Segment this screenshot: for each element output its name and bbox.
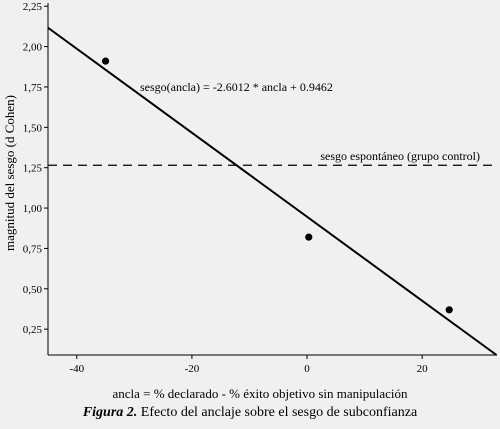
y-tick-label: 1,00 bbox=[23, 203, 43, 215]
x-axis-title: ancla = % declarado - % éxito objetivo s… bbox=[112, 386, 408, 401]
x-tick-label: -40 bbox=[69, 363, 84, 375]
data-point bbox=[101, 57, 110, 65]
reference-line-label: sesgo espontáneo (grupo control) bbox=[320, 149, 480, 163]
x-tick-label: 0 bbox=[304, 363, 310, 375]
data-point bbox=[445, 306, 453, 314]
y-tick-label: 2,00 bbox=[23, 42, 43, 54]
figure-label: Figura 2. bbox=[82, 405, 138, 420]
x-axis: -40 -20 0 20 bbox=[48, 354, 497, 375]
data-point bbox=[305, 233, 313, 241]
regression-equation: sesgo(ancla) = -2.6012 * ancla + 0.9462 bbox=[140, 80, 333, 94]
plot-area bbox=[47, 26, 498, 356]
y-tick-label: 2,25 bbox=[23, 1, 43, 13]
y-tick-label: 1,50 bbox=[23, 122, 43, 134]
y-tick-label: 0,50 bbox=[23, 284, 43, 296]
y-tick-label: 1,25 bbox=[23, 163, 43, 175]
regression-line bbox=[47, 26, 498, 356]
figure-caption: Figura 2. Efecto del anclaje sobre el se… bbox=[0, 405, 500, 421]
x-tick-label: -20 bbox=[185, 363, 200, 375]
x-tick-label: 20 bbox=[417, 363, 429, 375]
y-tick-label: 0,25 bbox=[23, 324, 43, 336]
y-tick-label: 0,75 bbox=[23, 243, 43, 255]
y-tick-label: 1,75 bbox=[23, 82, 43, 94]
caption-text: Efecto del anclaje sobre el sesgo de sub… bbox=[137, 405, 418, 420]
y-axis: 0,25 0,50 0,75 1,00 1,25 1,50 1,75 2,00 2,25 bbox=[23, 1, 49, 355]
y-axis-title: magnitud del sesgo (d Cohen) bbox=[2, 95, 17, 251]
